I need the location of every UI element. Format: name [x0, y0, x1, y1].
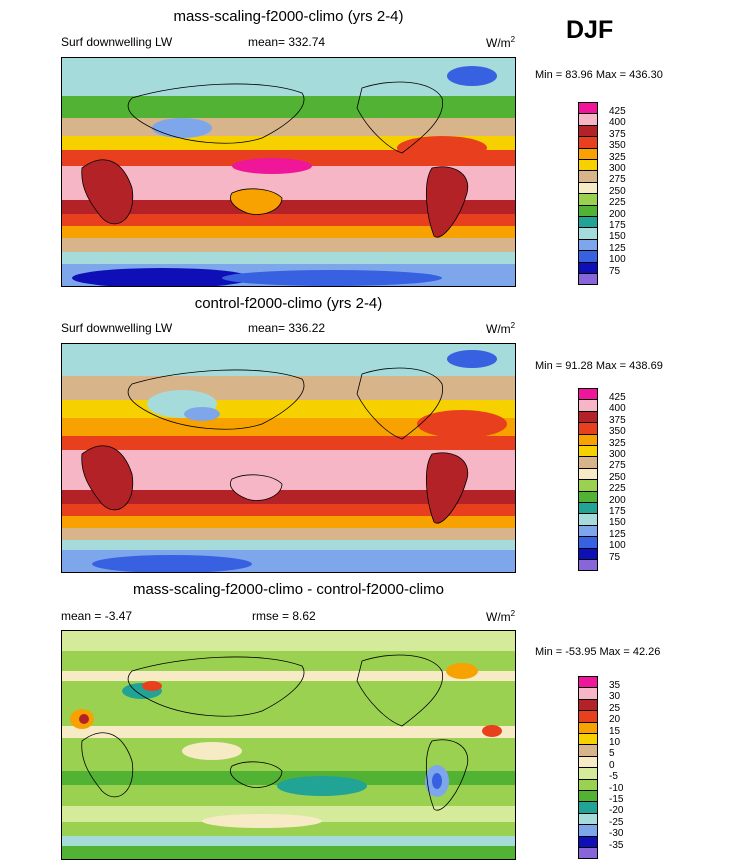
- legend-tick-label: 0: [609, 759, 615, 771]
- legend-tick-label: -5: [609, 771, 618, 783]
- legend-tick-label: 200: [609, 494, 626, 506]
- legend-tick-label: 75: [609, 265, 621, 277]
- panel-minmax-bottom: Min = -53.95 Max = 42.26: [535, 646, 661, 658]
- legend-tick-label: -35: [609, 839, 624, 851]
- legend-tick-label: 275: [609, 174, 626, 186]
- legend-tick-label: 125: [609, 528, 626, 540]
- panel-title-bottom: mass-scaling-f2000-climo - control-f2000…: [133, 581, 444, 598]
- legend-tick-label: 325: [609, 151, 626, 163]
- legend-tick-label: 10: [609, 737, 621, 748]
- map-difference: [61, 630, 516, 860]
- legend-tick-label: 30: [609, 691, 621, 703]
- legend-tick-label: 25: [609, 702, 621, 714]
- legend-tick-label: 300: [609, 449, 626, 460]
- legend-swatch: [578, 847, 598, 860]
- legend-tick-label: 375: [609, 414, 626, 426]
- legend-tick-label: 225: [609, 197, 626, 209]
- legend-tick-label: 275: [609, 460, 626, 472]
- legend-tick-label: -15: [609, 794, 624, 805]
- map-control: [61, 343, 516, 573]
- map-mass-scaling: [61, 57, 516, 287]
- legend-tick-label: 350: [609, 426, 626, 438]
- legend-tick-label: -25: [609, 816, 624, 828]
- panel-units-bottom: W/m2: [486, 609, 516, 624]
- legend-tick-label: 250: [609, 185, 626, 197]
- legend-tick-label: 375: [609, 128, 626, 140]
- legend-tick-label: 15: [609, 725, 621, 737]
- legend-tick-label: 400: [609, 117, 626, 129]
- panel-variable-top: Surf downwelling LW: [61, 35, 173, 49]
- legend-tick-label: 175: [609, 506, 626, 517]
- legend-tick-label: 5: [609, 748, 615, 760]
- legend-tick-label: 225: [609, 483, 626, 495]
- legend-swatch: [578, 559, 598, 572]
- legend-tick-label: 200: [609, 208, 626, 220]
- legend-tick-label: 325: [609, 437, 626, 449]
- season-label: DJF: [566, 16, 614, 44]
- legend-tick-label: 350: [609, 140, 626, 152]
- legend-tick-label: 300: [609, 163, 626, 174]
- panel-minmax-middle: Min = 91.28 Max = 438.69: [535, 360, 663, 372]
- panel-mean-bottom: mean = -3.47: [61, 609, 133, 623]
- legend-tick-label: 425: [609, 106, 626, 117]
- legend-tick-label: 100: [609, 540, 626, 552]
- panel-variable-middle: Surf downwelling LW: [61, 321, 173, 335]
- legend-tick-label: 425: [609, 392, 626, 403]
- legend-tick-label: 150: [609, 517, 626, 529]
- panel-mean-middle: mean= 336.22: [248, 321, 326, 335]
- legend-tick-label: 100: [609, 254, 626, 266]
- legend-tick-label: 125: [609, 242, 626, 254]
- legend-tick-label: 400: [609, 403, 626, 415]
- panel-units-middle: W/m2: [486, 321, 516, 336]
- panel-mean-top: mean= 332.74: [248, 35, 326, 49]
- panel-title-middle: control-f2000-climo (yrs 2-4): [194, 295, 383, 312]
- legend-tick-label: -10: [609, 782, 624, 794]
- panel-rmse-bottom: rmse = 8.62: [252, 609, 316, 623]
- panel-title-top: mass-scaling-f2000-climo (yrs 2-4): [173, 8, 404, 25]
- panel-units-top: W/m2: [486, 35, 516, 50]
- legend-tick-label: 20: [609, 714, 621, 726]
- legend-tick-label: 150: [609, 231, 626, 243]
- legend-tick-label: 75: [609, 551, 621, 563]
- panel-minmax-top: Min = 83.96 Max = 436.30: [535, 69, 663, 81]
- legend-tick-label: 35: [609, 680, 621, 691]
- legend-tick-label: 175: [609, 220, 626, 231]
- legend-tick-label: -20: [609, 805, 624, 817]
- legend-tick-label: -30: [609, 828, 624, 840]
- legend-tick-label: 250: [609, 471, 626, 483]
- legend-swatch: [578, 273, 598, 286]
